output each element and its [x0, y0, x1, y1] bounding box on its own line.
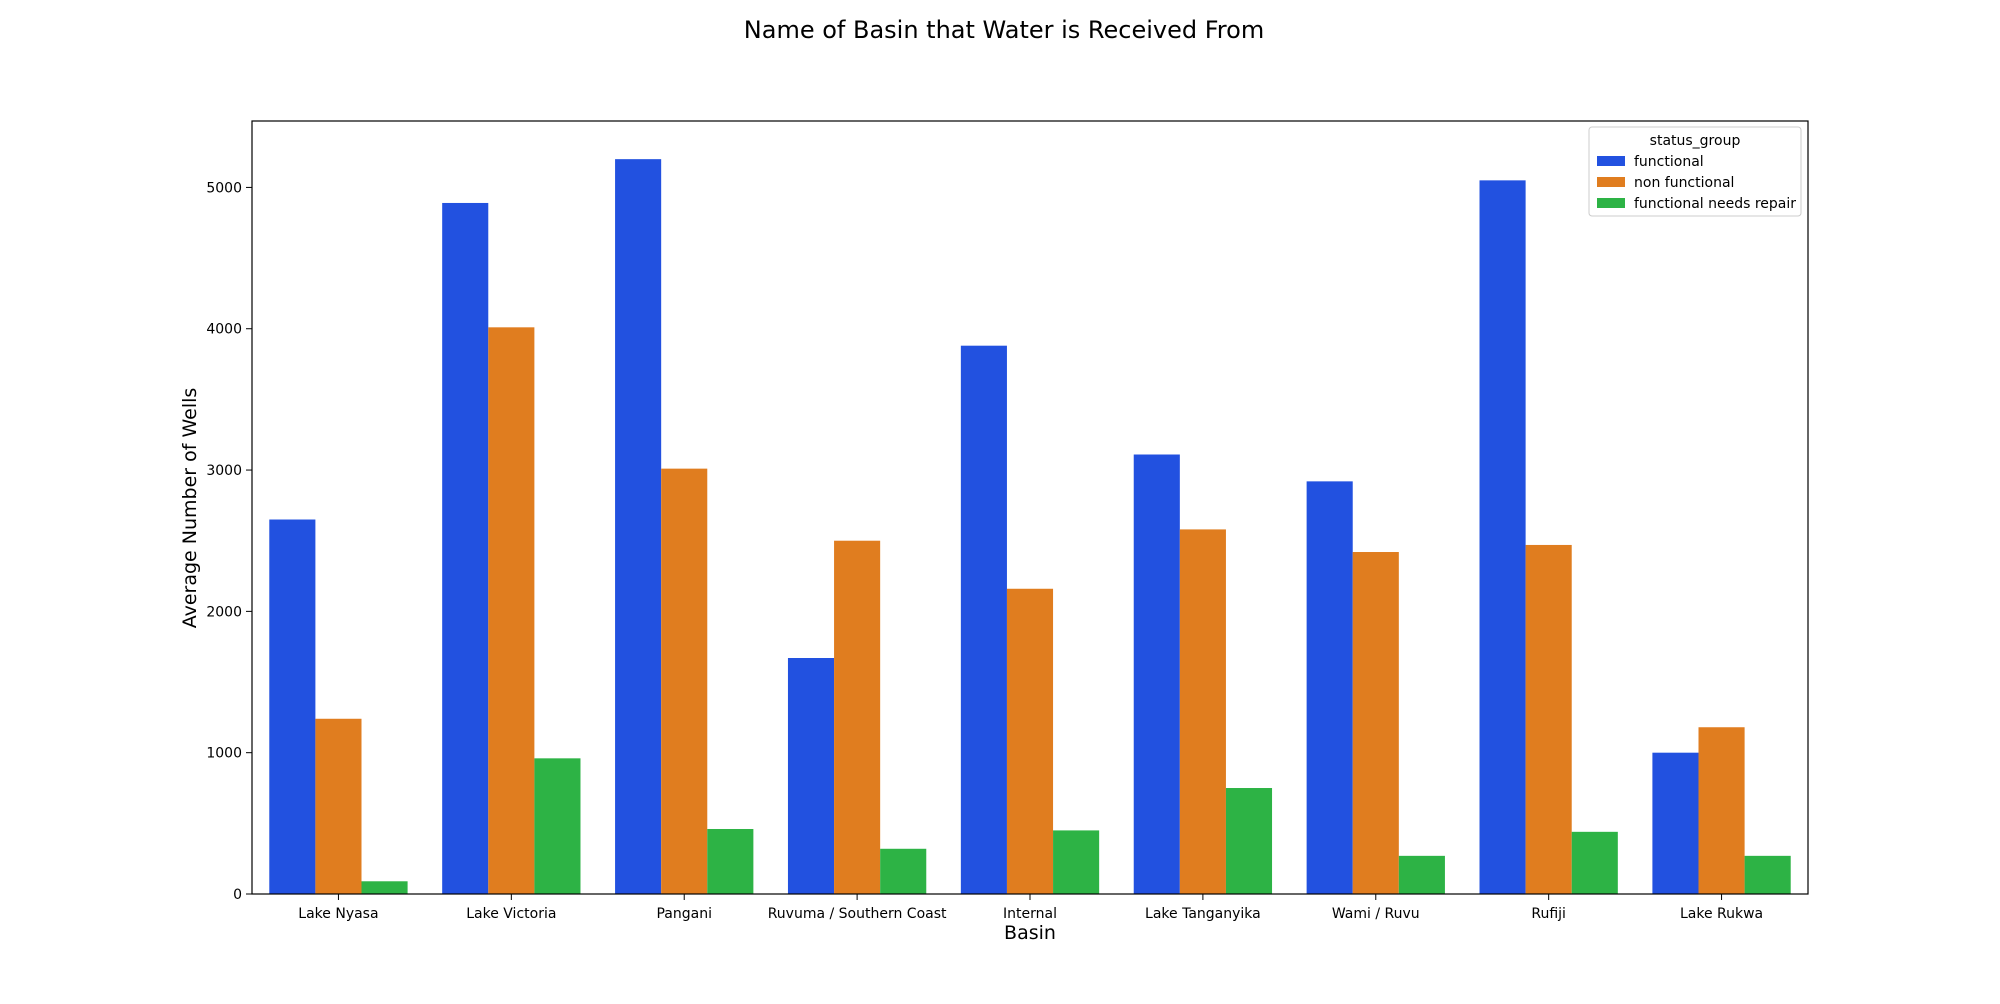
bar-ruvuma-southern-coast-functional: [787, 658, 835, 894]
bar-ruvuma-southern-coast-functional-needs-repair: [880, 848, 927, 894]
y-tick-label: 3000: [206, 463, 242, 479]
legend-title: status_group: [1650, 133, 1741, 149]
bar-lake-rukwa-non-functional: [1698, 727, 1745, 894]
legend-swatch-non-functional: [1597, 177, 1625, 187]
legend-swatch-functional-needs-repair: [1597, 198, 1625, 208]
bar-rufiji-functional: [1479, 180, 1526, 894]
legend-frame: [1588, 126, 1802, 217]
bar-lake-nyasa-functional: [269, 519, 316, 894]
y-tick-label: 2000: [206, 604, 242, 620]
bar-wami-ruvu-non-functional: [1352, 552, 1399, 894]
bar-pangani-non-functional: [661, 468, 708, 894]
bar-ruvuma-southern-coast-non-functional: [834, 540, 881, 894]
y-tick-label: 1000: [206, 746, 242, 762]
bar-lake-rukwa-functional-needs-repair: [1744, 855, 1791, 894]
bar-rufiji-functional-needs-repair: [1571, 831, 1618, 894]
x-tick-label-rufiji: Rufiji: [1531, 906, 1566, 922]
bar-lake-tanganyika-non-functional: [1179, 529, 1226, 894]
y-axis-label: Average Number of Wells: [179, 388, 201, 629]
bar-rufiji-non-functional: [1525, 544, 1572, 894]
legend-label-functional: functional: [1634, 154, 1704, 170]
bars-group: [269, 159, 1791, 894]
bar-lake-victoria-functional-needs-repair: [534, 758, 581, 894]
bar-lake-tanganyika-functional: [1133, 454, 1180, 894]
x-axis-label: Basin: [1004, 922, 1056, 944]
bar-pangani-functional: [615, 159, 662, 894]
bar-internal-non-functional: [1006, 588, 1054, 894]
bar-lake-rukwa-functional: [1652, 752, 1699, 894]
bar-internal-functional-needs-repair: [1053, 830, 1100, 894]
x-tick-label-internal: Internal: [1003, 906, 1057, 922]
y-tick-label: 0: [233, 887, 242, 903]
x-tick-label-wami-ruvu: Wami / Ruvu: [1332, 906, 1420, 922]
bar-wami-ruvu-functional-needs-repair: [1398, 855, 1445, 894]
x-tick-label-ruvuma-southern-coast: Ruvuma / Southern Coast: [768, 906, 947, 922]
legend-label-functional-needs-repair: functional needs repair: [1634, 196, 1796, 212]
x-tick-label-pangani: Pangani: [656, 906, 712, 922]
y-tick-label: 5000: [206, 180, 242, 196]
legend-label-non-functional: non functional: [1634, 175, 1734, 191]
bar-lake-victoria-non-functional: [488, 327, 535, 894]
bar-lake-nyasa-functional-needs-repair: [361, 881, 408, 894]
legend-items: functional non functional functional needs…: [1597, 154, 1796, 212]
x-tick-label-lake-nyasa: Lake Nyasa: [298, 906, 378, 922]
x-tick-label-lake-rukwa: Lake Rukwa: [1680, 906, 1763, 922]
bar-lake-nyasa-non-functional: [315, 718, 362, 894]
bar-wami-ruvu-functional: [1306, 481, 1353, 894]
y-tick-label: 4000: [206, 322, 242, 338]
legend-swatch-functional: [1597, 156, 1625, 166]
bar-pangani-functional-needs-repair: [707, 828, 754, 894]
chart-title: Name of Basin that Water is Received Fro…: [744, 16, 1264, 44]
bar-lake-victoria-functional: [442, 202, 489, 894]
plot-area-frame: [251, 120, 1809, 895]
y-axis-ticks: 0 1000 2000 3000 4000 5000: [206, 180, 252, 903]
x-tick-label-lake-victoria: Lake Victoria: [466, 906, 556, 922]
bar-internal-functional: [960, 345, 1007, 894]
x-axis-ticks: Lake Nyasa Lake Victoria Pangani Ruvuma / S…: [298, 894, 1763, 922]
x-tick-label-lake-tanganyika: Lake Tanganyika: [1145, 906, 1261, 922]
bar-lake-tanganyika-functional-needs-repair: [1225, 788, 1273, 894]
